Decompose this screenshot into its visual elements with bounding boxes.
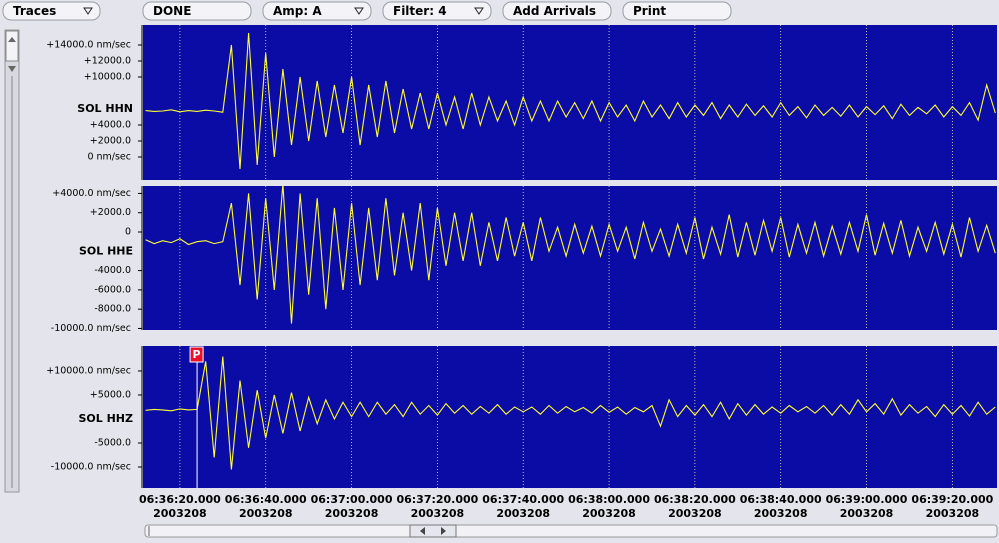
- button-face[interactable]: [142, 1, 252, 21]
- scroll-thumb[interactable]: [409, 524, 457, 538]
- x-tick-label: 06:38:00.000: [568, 493, 650, 506]
- x-tick-label: 06:38:20.000: [654, 493, 736, 506]
- x-tick-date: 2003208: [840, 507, 894, 520]
- button-label[interactable]: Add Arrivals: [513, 4, 596, 18]
- y-tick-label: +2000.0: [90, 207, 131, 218]
- y-tick-label: 0: [125, 227, 131, 238]
- y-tick-label: +2000.0: [90, 136, 131, 147]
- x-tick-label: 06:37:20.000: [396, 493, 478, 506]
- x-tick-label: 06:37:00.000: [311, 493, 393, 506]
- x-tick-label: 06:36:20.000: [139, 493, 221, 506]
- y-tick-label: +4000.0 nm/sec: [52, 188, 131, 199]
- y-tick-label: -4000.0: [94, 265, 131, 276]
- toolbar-button[interactable]: Traces: [2, 1, 101, 21]
- x-tick-date: 2003208: [325, 507, 379, 520]
- waveform: [145, 356, 996, 470]
- y-tick-label: -6000.0: [94, 284, 131, 295]
- waveform: [145, 186, 996, 324]
- x-tick-date: 2003208: [926, 507, 980, 520]
- trace-clip: [145, 186, 996, 324]
- button-label[interactable]: Traces: [13, 4, 56, 18]
- x-tick-date: 2003208: [411, 507, 465, 520]
- dropdown-arrow[interactable]: [83, 7, 93, 15]
- y-tick-label: -10000.0 nm/sec: [51, 461, 131, 472]
- x-tick-label: 06:36:40.000: [225, 493, 307, 506]
- y-tick-label: +12000.0: [84, 56, 131, 67]
- toolbar-button[interactable]: Add Arrivals: [502, 1, 612, 21]
- y-tick-label: 0 nm/sec: [87, 152, 131, 163]
- y-tick-label: +10000.0 nm/sec: [46, 365, 131, 376]
- toolbar-button[interactable]: Filter: 4: [382, 1, 492, 21]
- x-tick-date: 2003208: [496, 507, 550, 520]
- trace-clip: [145, 32, 996, 170]
- x-tick-label: 06:39:00.000: [826, 493, 908, 506]
- button-face[interactable]: [382, 1, 492, 21]
- pick-marker[interactable]: [189, 346, 204, 363]
- pick-label[interactable]: P: [193, 348, 201, 361]
- toolbar-button[interactable]: DONE: [142, 1, 252, 21]
- y-tick-label: -5000.0: [94, 437, 131, 448]
- scroll-thumb[interactable]: [5, 30, 19, 62]
- button-face[interactable]: [2, 1, 101, 21]
- dropdown-arrow[interactable]: [354, 7, 364, 15]
- trace-panel: [143, 25, 997, 180]
- trace-panel: [143, 186, 997, 330]
- x-tick-date: 2003208: [668, 507, 722, 520]
- toolbar-button[interactable]: Amp: A: [262, 1, 372, 21]
- trace-panel: [143, 346, 997, 488]
- y-tick-label: +5000.0: [90, 389, 131, 400]
- scroll-track[interactable]: [144, 524, 998, 538]
- x-tick-label: 06:38:40.000: [740, 493, 822, 506]
- y-tick-label: +14000.0 nm/sec: [46, 40, 131, 51]
- plot-area: +14000.0 nm/sec +12000.0 +10000.0 +4000.0 +2…: [46, 25, 997, 520]
- x-tick-date: 2003208: [582, 507, 636, 520]
- trace-clip: [145, 356, 996, 470]
- vertical-scrollbar[interactable]: [4, 29, 20, 493]
- button-face[interactable]: [622, 1, 732, 21]
- trace-name: SOL HHN: [77, 102, 133, 115]
- x-tick-label: 06:39:20.000: [911, 493, 993, 506]
- scroll-up[interactable]: [8, 37, 16, 42]
- button-face[interactable]: [262, 1, 372, 21]
- y-tick-label: +10000.0: [84, 72, 131, 83]
- horizontal-scrollbar[interactable]: [144, 524, 998, 538]
- button-label[interactable]: Print: [633, 4, 666, 18]
- dropdown-arrow[interactable]: [474, 7, 484, 15]
- scroll-down[interactable]: [8, 66, 16, 72]
- trace-name: SOL HHZ: [78, 412, 133, 425]
- x-tick-date: 2003208: [754, 507, 808, 520]
- trace-name: SOL HHE: [79, 244, 133, 257]
- button-label[interactable]: Amp: A: [273, 4, 322, 18]
- toolbar-button[interactable]: Print: [622, 1, 732, 21]
- toolbar: Traces DONE Amp: A Filter: 4 Add Arrivals Pri…: [2, 1, 732, 21]
- button-label[interactable]: Filter: 4: [393, 4, 447, 18]
- waveform: [145, 32, 996, 170]
- y-tick-label: +4000.0: [90, 120, 131, 131]
- y-tick-label: -8000.0: [94, 304, 131, 315]
- button-label[interactable]: DONE: [153, 4, 191, 18]
- button-face[interactable]: [502, 1, 612, 21]
- x-tick-date: 2003208: [153, 507, 207, 520]
- y-tick-label: -10000.0 nm/sec: [51, 323, 131, 334]
- x-tick-label: 06:37:40.000: [482, 493, 564, 506]
- x-tick-date: 2003208: [239, 507, 293, 520]
